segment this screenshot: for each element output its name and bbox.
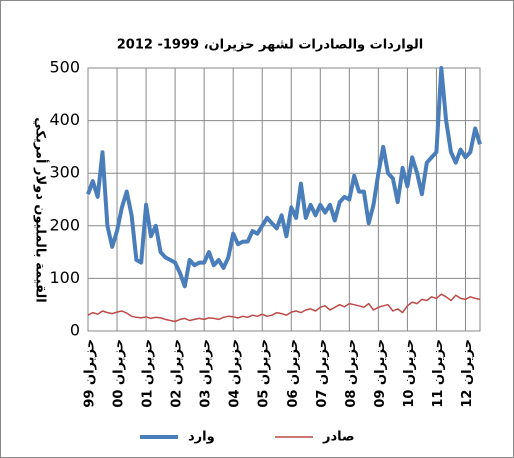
series-line bbox=[87, 293, 481, 323]
y-tick-label: 0 bbox=[70, 321, 80, 340]
legend-label: صادر bbox=[322, 430, 355, 445]
y-tick-label: 500 bbox=[49, 58, 80, 77]
plot-area bbox=[87, 67, 481, 332]
x-tick-label: حزيران 00 bbox=[112, 339, 127, 408]
x-tick-label: حزيران 05 bbox=[257, 339, 272, 408]
legend-label: وارد bbox=[188, 430, 215, 445]
x-tick-label: حزيران 06 bbox=[286, 339, 301, 408]
x-tick-label: حزيران 10 bbox=[402, 339, 417, 408]
series-line bbox=[86, 66, 482, 289]
y-tick-label: 300 bbox=[49, 163, 80, 182]
x-tick-label: حزيران 04 bbox=[228, 339, 243, 408]
y-tick-label: 400 bbox=[49, 110, 80, 129]
x-tick-label: حزيران 12 bbox=[460, 339, 475, 408]
chart-title: الواردات والصادرات لشهر حزيران، 1999- 20… bbox=[117, 38, 424, 53]
x-tick-label: حزيران 01 bbox=[141, 339, 156, 408]
x-tick-label: حزيران 02 bbox=[170, 339, 185, 408]
x-tick-label: حزيران 08 bbox=[344, 339, 359, 408]
x-tick-label: حزيران 03 bbox=[199, 339, 214, 408]
x-tick-label: حزيران 11 bbox=[431, 339, 446, 408]
x-tick-label: حزيران 99 bbox=[83, 339, 98, 408]
x-tick-label: حزيران 09 bbox=[373, 339, 388, 408]
y-tick-label: 100 bbox=[49, 268, 80, 287]
y-tick-label: 200 bbox=[49, 215, 80, 234]
y-axis-label: القيمة بالمليون دولار أمريكي bbox=[33, 117, 50, 303]
x-tick-label: حزيران 07 bbox=[315, 339, 330, 408]
